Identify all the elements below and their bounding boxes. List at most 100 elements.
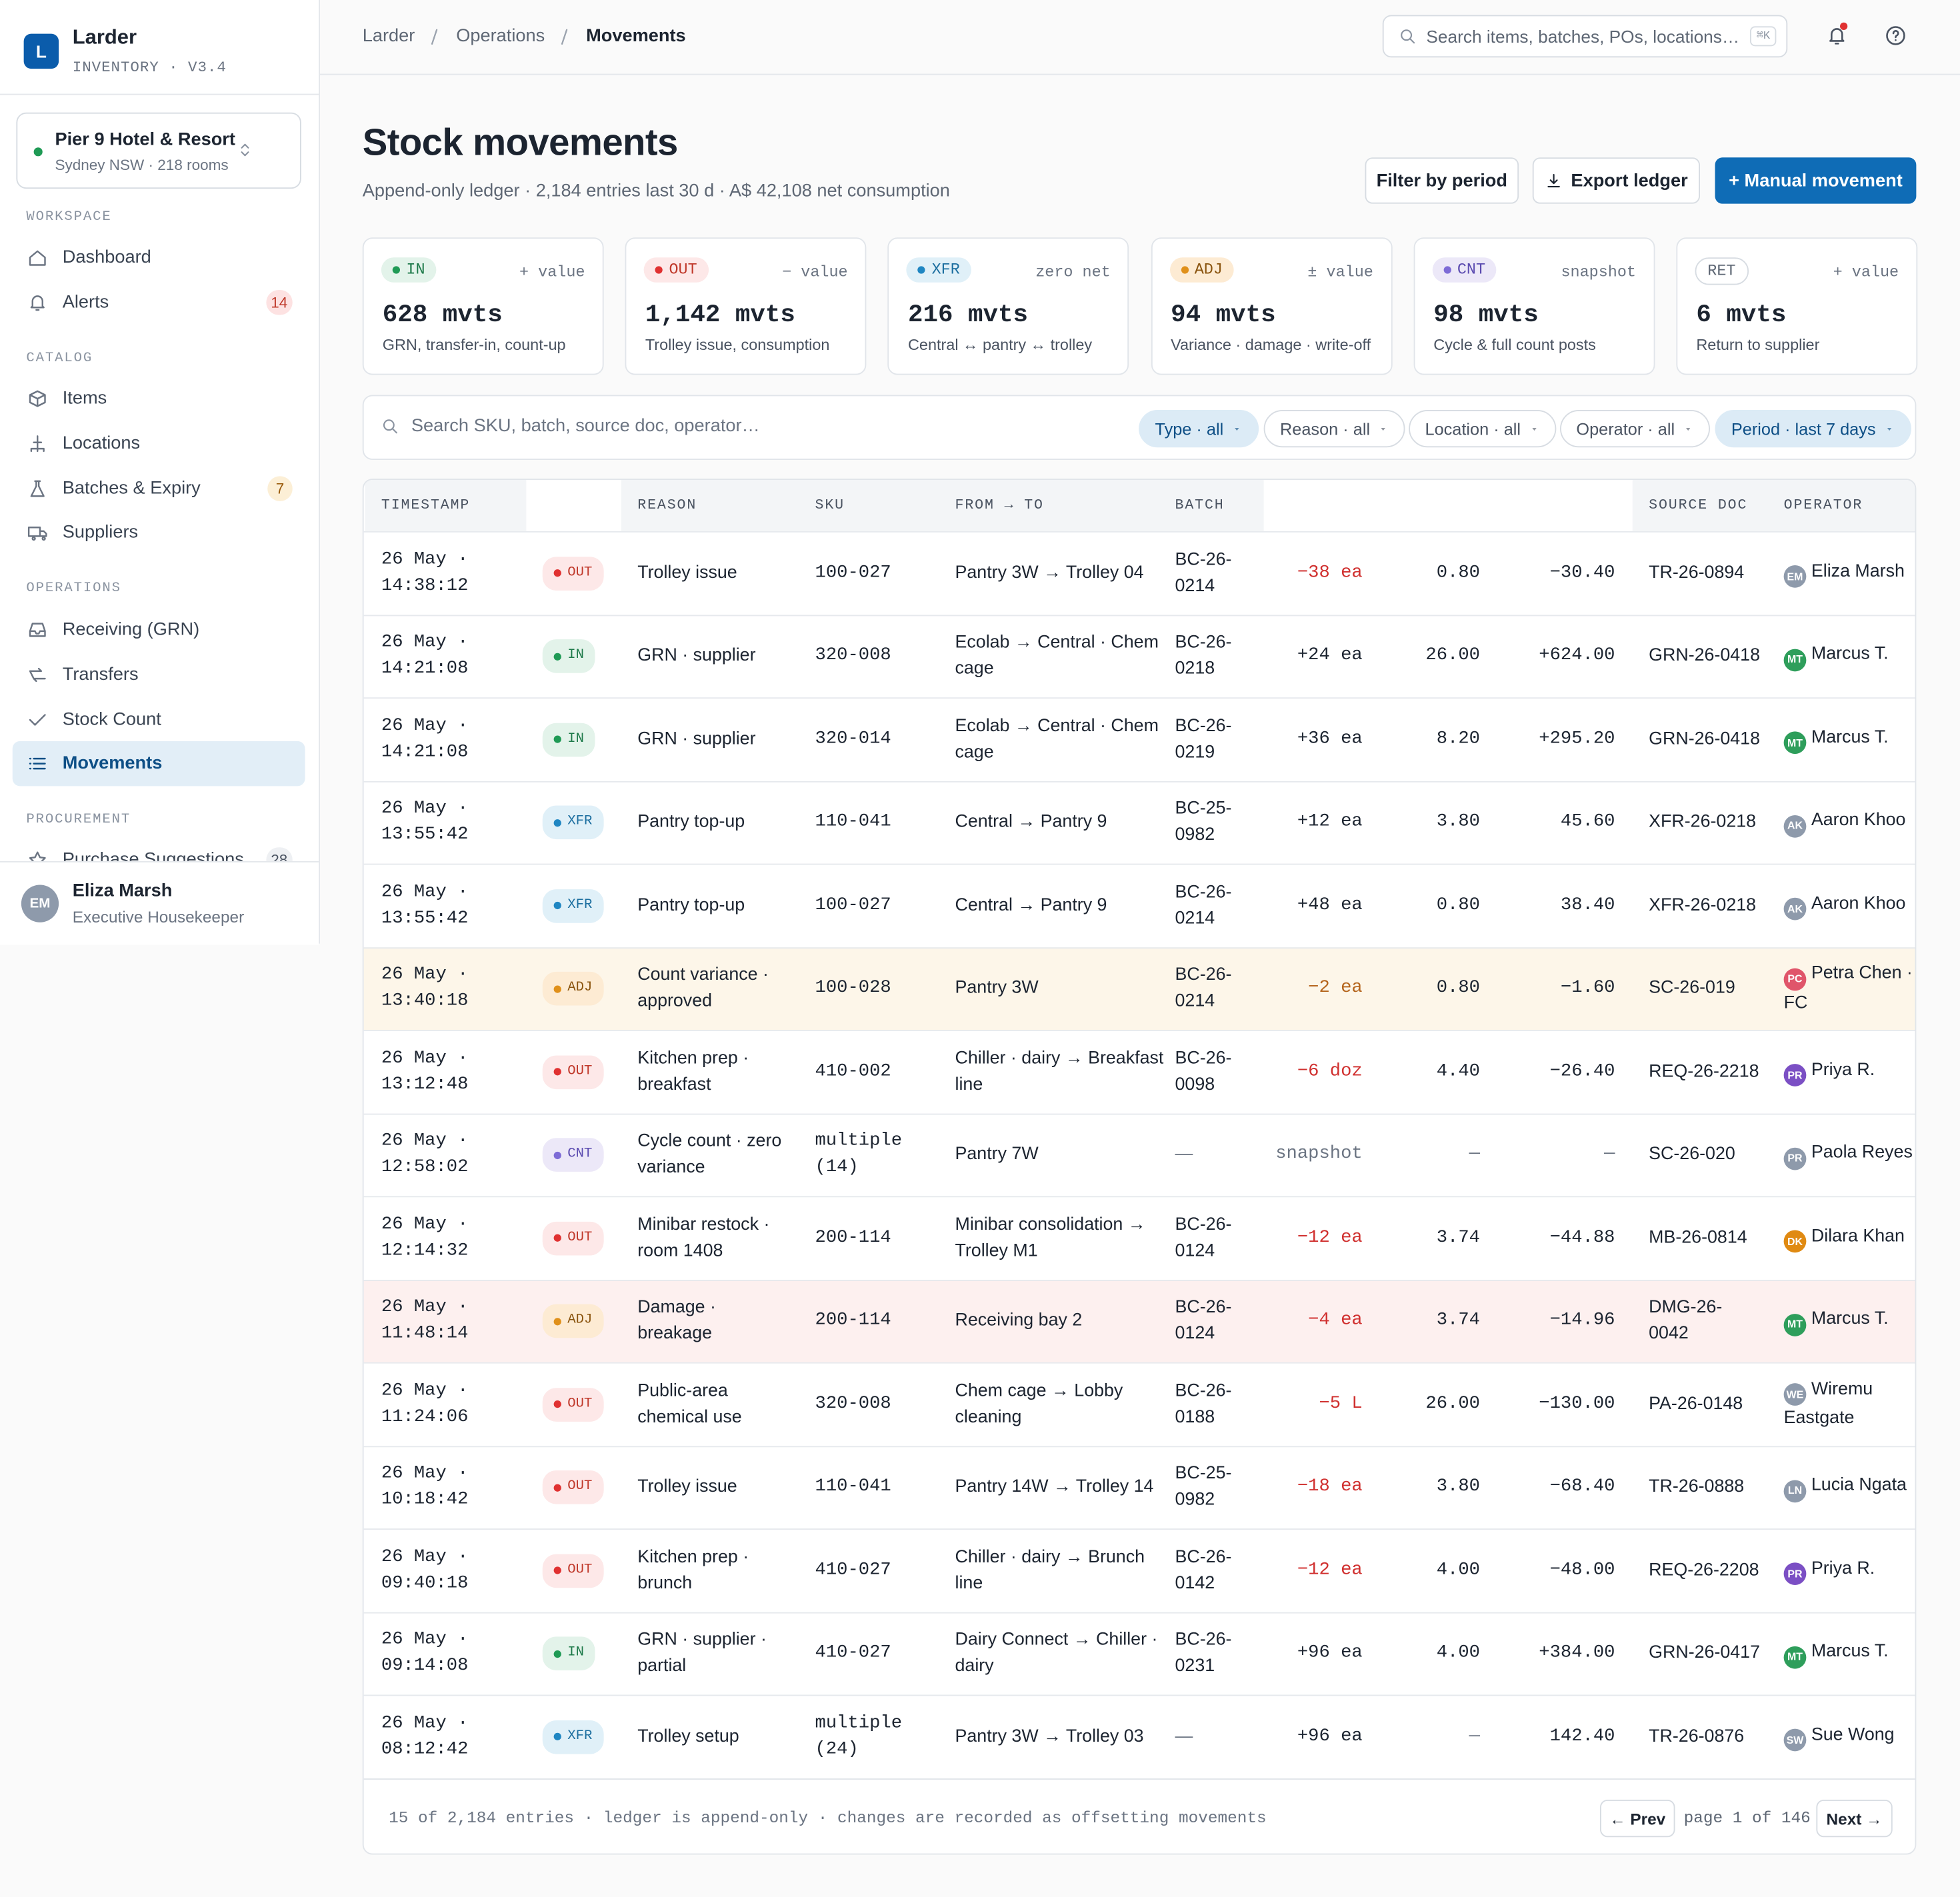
table-row[interactable]: 26 May · 13:55:42 XFR Pantry top-up 110-041… — [363, 780, 1915, 864]
filter-chip[interactable]: Type · all — [1139, 410, 1259, 448]
icon — [1401, 29, 1415, 44]
sku-cell: 410-002 — [815, 1061, 891, 1082]
next-button[interactable]: Next → — [1816, 1800, 1893, 1838]
nav-item[interactable]: Alerts 14 — [13, 280, 305, 325]
type-badge: XFR — [542, 1720, 604, 1754]
qty-cell: +24 ea — [1297, 645, 1363, 666]
doc-cell: XFR-26-0218 — [1649, 895, 1757, 915]
nav-item[interactable]: Items — [13, 376, 305, 421]
nav-item[interactable]: Transfers — [13, 652, 305, 697]
sku-cell: 110-041 — [815, 812, 891, 833]
nav-item[interactable]: Stock Count — [13, 697, 305, 742]
value-cell: 38.40 — [1560, 895, 1615, 915]
qty-cell: snapshot — [1275, 1144, 1363, 1165]
cost-cell: 0.80 — [1436, 978, 1480, 998]
summary-count: 94 mvts — [1171, 301, 1276, 330]
summary-count: 1,142 mvts — [645, 301, 795, 330]
summary-note: zero net — [1035, 263, 1111, 281]
prev-button[interactable]: ← Prev — [1600, 1800, 1675, 1838]
breadcrumb-separator — [555, 27, 573, 53]
property-switcher[interactable]: Pier 9 Hotel & Resort Sydney NSW · 218 ro… — [16, 112, 301, 189]
table-row[interactable]: 26 May · 13:40:18 ADJ Count variance · app… — [363, 947, 1915, 1030]
qty-cell: +48 ea — [1297, 895, 1363, 915]
badge-dot — [1443, 266, 1451, 274]
user-avatar: EM — [21, 885, 59, 923]
nav-item[interactable]: Suppliers — [13, 511, 305, 556]
table-row[interactable]: 26 May · 11:24:06 OUT Public-area chemical… — [363, 1362, 1915, 1446]
breadcrumb-item[interactable]: Operations — [456, 26, 545, 47]
badge-text: OUT — [567, 1230, 593, 1245]
time-cell: 26 May · 13:40:18 — [381, 964, 469, 1012]
type-badge: XFR — [542, 889, 604, 923]
button[interactable]: Export ledger — [1532, 157, 1700, 204]
table-row[interactable]: 26 May · 14:38:12 OUT Trolley issue 100-027… — [363, 531, 1915, 615]
value-cell: +384.00 — [1539, 1643, 1615, 1664]
button-label: + Manual movement — [1729, 170, 1903, 191]
operator-cell: MT Marcus T. — [1783, 642, 1914, 671]
value-cell: −1.60 — [1560, 978, 1615, 998]
table-row[interactable]: 26 May · 11:48:14 ADJ Damage · breakage 200… — [363, 1279, 1915, 1362]
filter-chip[interactable]: Period · last 7 days — [1715, 410, 1911, 448]
avatar: MT — [1783, 1313, 1807, 1336]
table-row[interactable]: 26 May · 09:40:18 OUT Kitchen prep · brunc… — [363, 1528, 1915, 1612]
doc-cell: TR-26-0888 — [1649, 1476, 1745, 1497]
column-header: SKU — [815, 497, 845, 514]
icon — [29, 667, 46, 682]
route-cell: Pantry 3W → Trolley 04 — [955, 563, 1144, 583]
filter-chip[interactable]: Location · all — [1409, 410, 1556, 448]
column-header: OPERATOR — [1783, 497, 1863, 514]
breadcrumb-item[interactable]: Larder — [362, 26, 415, 47]
doc-cell: GRN-26-0418 — [1649, 729, 1760, 749]
operator-cell: MT Marcus T. — [1783, 1306, 1914, 1336]
nav-item[interactable]: Movements — [12, 741, 305, 787]
filter-chip[interactable]: Operator · all — [1560, 410, 1710, 448]
operator-cell: MT Marcus T. — [1783, 725, 1914, 755]
nav-label: Stock Count — [62, 709, 161, 730]
table-row[interactable]: 26 May · 10:18:42 OUT Trolley issue 110-041… — [363, 1445, 1915, 1529]
nav-item[interactable]: Locations — [13, 421, 305, 466]
table-row[interactable]: 26 May · 13:12:48 OUT Kitchen prep · break… — [363, 1030, 1915, 1113]
doc-cell: SC-26-020 — [1649, 1144, 1735, 1165]
table-row[interactable]: 26 May · 12:14:32 OUT Minibar restock · ro… — [363, 1196, 1915, 1280]
table-row[interactable]: 26 May · 09:14:08 IN GRN · supplier · part… — [363, 1611, 1915, 1695]
filter-chip[interactable]: Reason · all — [1263, 410, 1405, 448]
table-row[interactable]: 26 May · 13:55:42 XFR Pantry top-up 100-027… — [363, 863, 1915, 947]
table-row[interactable]: 26 May · 08:12:42 XFR Trolley setup multipl… — [363, 1694, 1915, 1778]
nav-item[interactable]: Dashboard — [13, 235, 305, 281]
table-row[interactable]: 26 May · 14:21:08 IN GRN · supplier 320-014… — [363, 697, 1915, 781]
nav-item[interactable]: Batches & Expiry 7 — [13, 466, 305, 511]
nav-item[interactable]: Receiving (GRN) — [13, 607, 305, 653]
chip-label: Period · last 7 days — [1731, 419, 1876, 439]
type-badge: IN — [542, 639, 595, 674]
doc-cell: TR-26-0894 — [1649, 563, 1745, 583]
doc-cell: GRN-26-0418 — [1649, 645, 1760, 666]
cost-cell: 3.74 — [1436, 1227, 1480, 1248]
version: INVENTORY · V3.4 — [72, 59, 227, 77]
value-cell: −26.40 — [1549, 1061, 1615, 1082]
badge-text: ADJ — [1194, 261, 1223, 279]
badge-dot — [917, 266, 926, 274]
sku-cell: 410-027 — [815, 1560, 891, 1580]
table-row[interactable]: 26 May · 12:58:02 CNT Cycle count · zero v… — [363, 1112, 1915, 1196]
icon — [1381, 427, 1385, 431]
table-footer: 15 of 2,184 entries · ledger is append-o… — [363, 1778, 1915, 1854]
footer-note: 15 of 2,184 entries · ledger is append-o… — [389, 1808, 1267, 1828]
sku-cell: 320-008 — [815, 645, 891, 666]
qty-cell: −5 L — [1319, 1394, 1363, 1414]
table-row[interactable]: 26 May · 14:21:08 IN GRN · supplier 320-008… — [363, 614, 1915, 698]
doc-cell: DMG-26-0042 — [1649, 1297, 1723, 1344]
value-cell: −130.00 — [1539, 1394, 1615, 1414]
notifications[interactable] — [1826, 22, 1848, 53]
icon — [1531, 427, 1536, 431]
batch-cell: BC-26-0188 — [1175, 1380, 1232, 1427]
route-cell: Pantry 7W — [955, 1144, 1039, 1165]
value-cell: 142.40 — [1549, 1726, 1615, 1746]
button[interactable]: Filter by period — [1365, 157, 1519, 204]
sku-cell: 410-027 — [815, 1643, 891, 1664]
global-search[interactable]: Search items, batches, POs, locations… ⌘K — [1382, 15, 1788, 58]
help[interactable] — [1885, 25, 1907, 53]
route-cell: Central → Pantry 9 — [955, 812, 1107, 833]
cost-cell: — — [1469, 1144, 1480, 1165]
filter-search[interactable]: Search SKU, batch, source doc, operator… — [381, 416, 760, 436]
button[interactable]: + Manual movement — [1715, 157, 1917, 204]
